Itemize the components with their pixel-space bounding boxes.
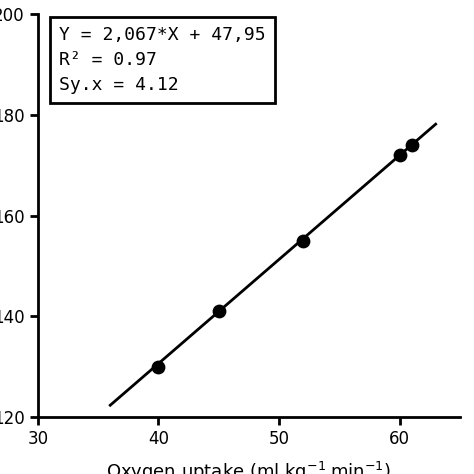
X-axis label: Oxygen uptake (ml.kg$^{-1}$.min$^{-1}$): Oxygen uptake (ml.kg$^{-1}$.min$^{-1}$) bbox=[107, 459, 391, 474]
Point bbox=[155, 363, 162, 371]
Point bbox=[408, 141, 415, 149]
Point bbox=[396, 151, 403, 159]
Point bbox=[299, 237, 307, 245]
Text: Y = 2,067*X + 47,95
R² = 0.97
Sy.x = 4.12: Y = 2,067*X + 47,95 R² = 0.97 Sy.x = 4.1… bbox=[59, 27, 265, 94]
Point bbox=[215, 308, 222, 315]
